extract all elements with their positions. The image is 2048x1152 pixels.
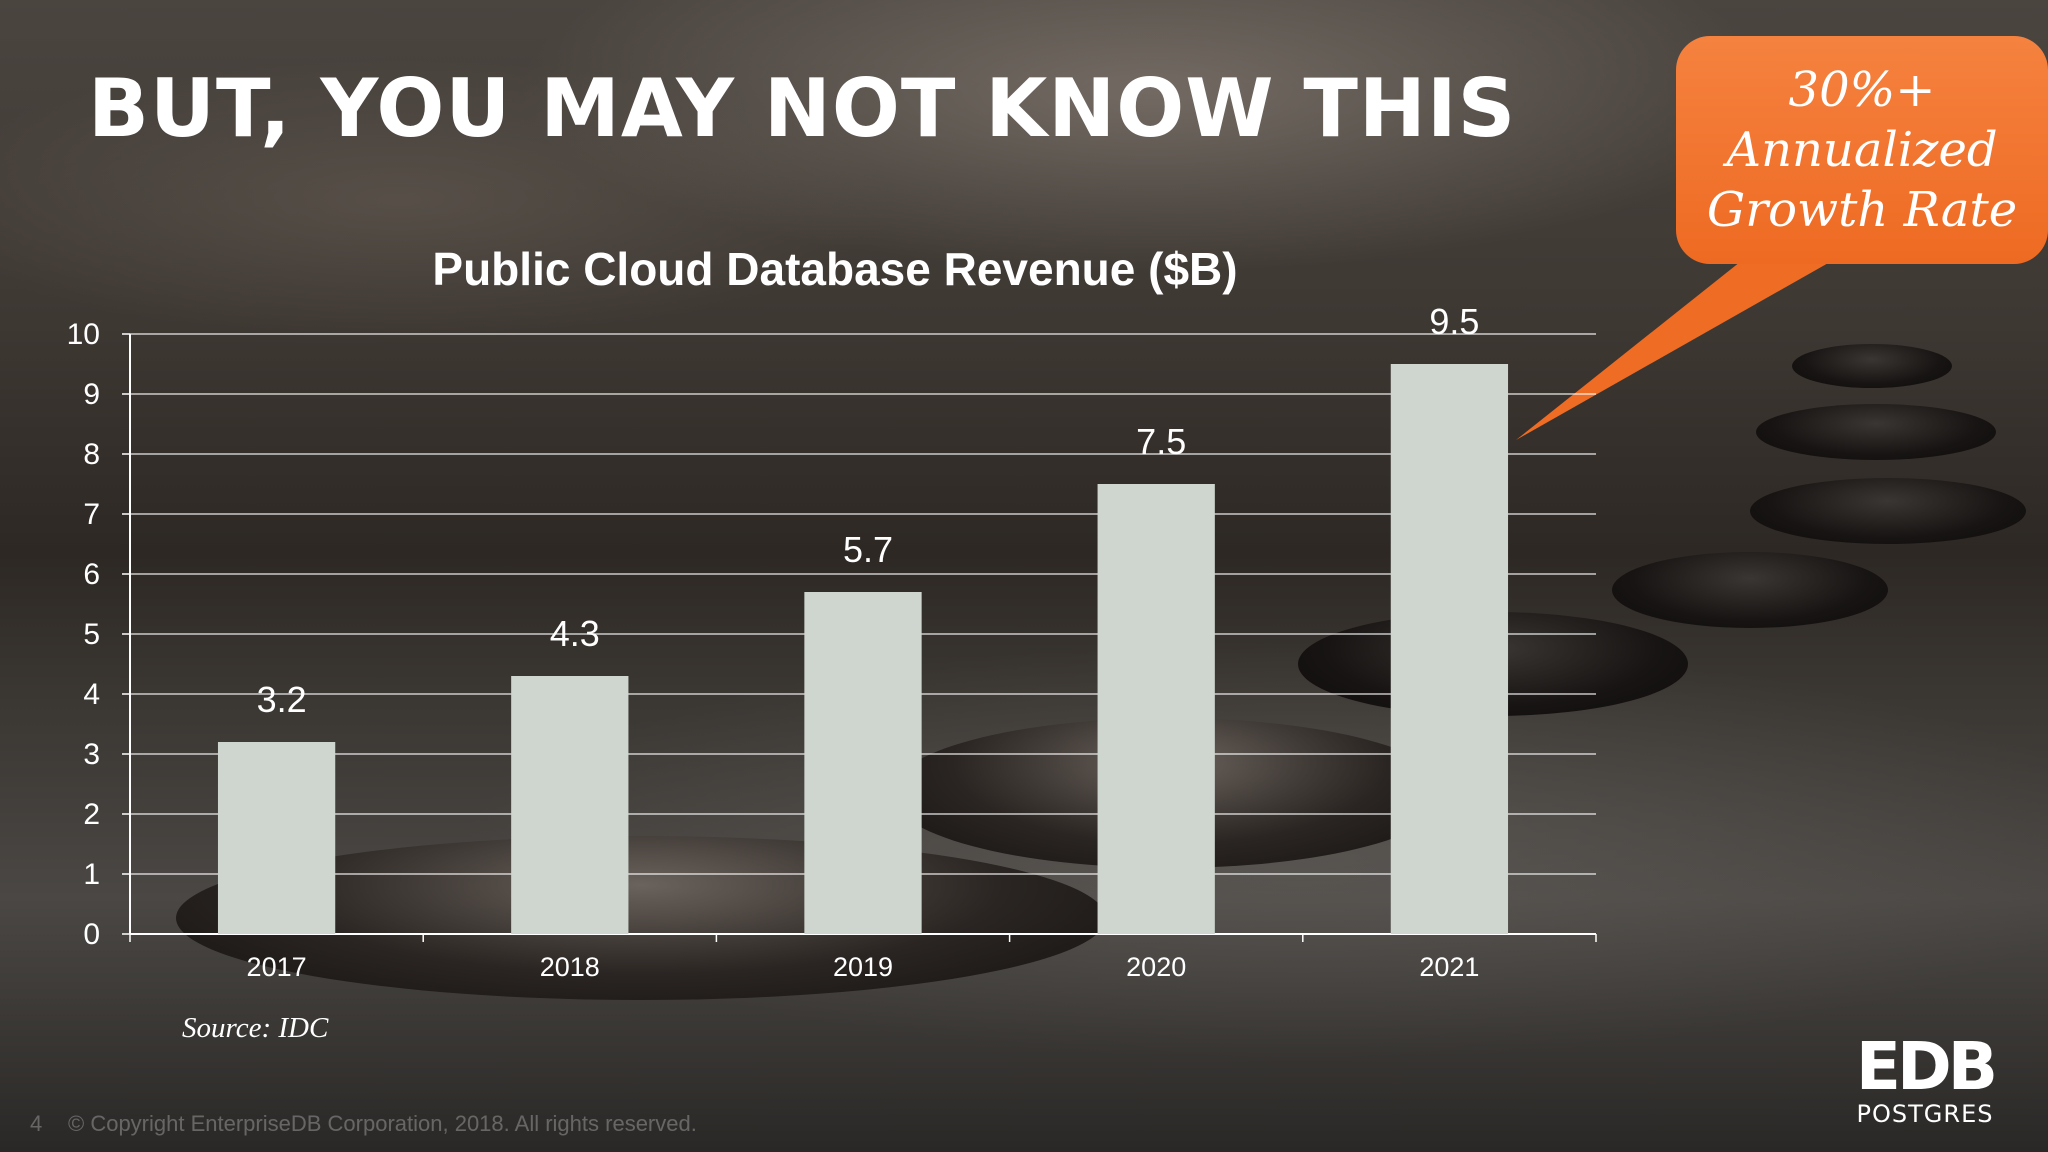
y-tick-label: 10 [67, 318, 100, 351]
y-tick-label: 7 [83, 498, 100, 531]
y-tick-label: 9 [83, 378, 100, 411]
growth-rate-callout [1676, 36, 2048, 264]
background-stone [1750, 478, 2026, 544]
bar [1097, 484, 1215, 934]
x-tick-label: 2020 [1126, 952, 1186, 982]
copyright-text: © Copyright EnterpriseDB Corporation, 20… [68, 1111, 697, 1136]
data-label: 7.5 [1136, 421, 1186, 462]
x-tick-label: 2019 [833, 952, 893, 982]
y-tick-label: 2 [83, 798, 100, 831]
page-number: 4 [30, 1111, 43, 1136]
bar [804, 592, 922, 934]
background-stone [1792, 344, 1952, 388]
y-tick-label: 5 [83, 618, 100, 651]
source-note: Source: IDC [182, 1012, 329, 1044]
callout-pointer [1516, 262, 1830, 440]
data-label: 4.3 [550, 613, 600, 654]
x-tick-label: 2018 [540, 952, 600, 982]
y-tick-label: 1 [83, 858, 100, 891]
data-label: 3.2 [257, 679, 307, 720]
callout-line-3: Growth Rate [1706, 182, 2018, 238]
chart-title: Public Cloud Database Revenue ($B) [432, 243, 1237, 295]
background-stone [1612, 552, 1888, 628]
y-tick-label: 0 [83, 918, 100, 951]
y-tick-label: 6 [83, 558, 100, 591]
logo-subtitle: POSTGRES [1856, 1100, 1994, 1128]
bar [1390, 364, 1509, 934]
edb-postgres-logo: EDB POSTGRES [1850, 1028, 2000, 1129]
slide-title: BUT, YOU MAY NOT KNOW THIS [88, 62, 1517, 155]
callout-text: 30%+ Annualized Growth Rate [1676, 60, 2048, 240]
bar [511, 676, 629, 934]
background-stone [1756, 404, 1996, 460]
x-tick-label: 2017 [247, 952, 307, 982]
logo-mark: EDB [1855, 1028, 1998, 1105]
y-tick-label: 8 [83, 438, 100, 471]
y-tick-label: 3 [83, 738, 100, 771]
callout-line-2: Annualized [1726, 122, 1998, 178]
y-tick-label: 4 [83, 678, 100, 711]
x-tick-label: 2021 [1419, 952, 1479, 982]
data-label: 9.5 [1429, 301, 1479, 342]
bar [217, 742, 336, 934]
data-label: 5.7 [843, 529, 893, 570]
callout-line-1: 30%+ [1788, 62, 1936, 118]
